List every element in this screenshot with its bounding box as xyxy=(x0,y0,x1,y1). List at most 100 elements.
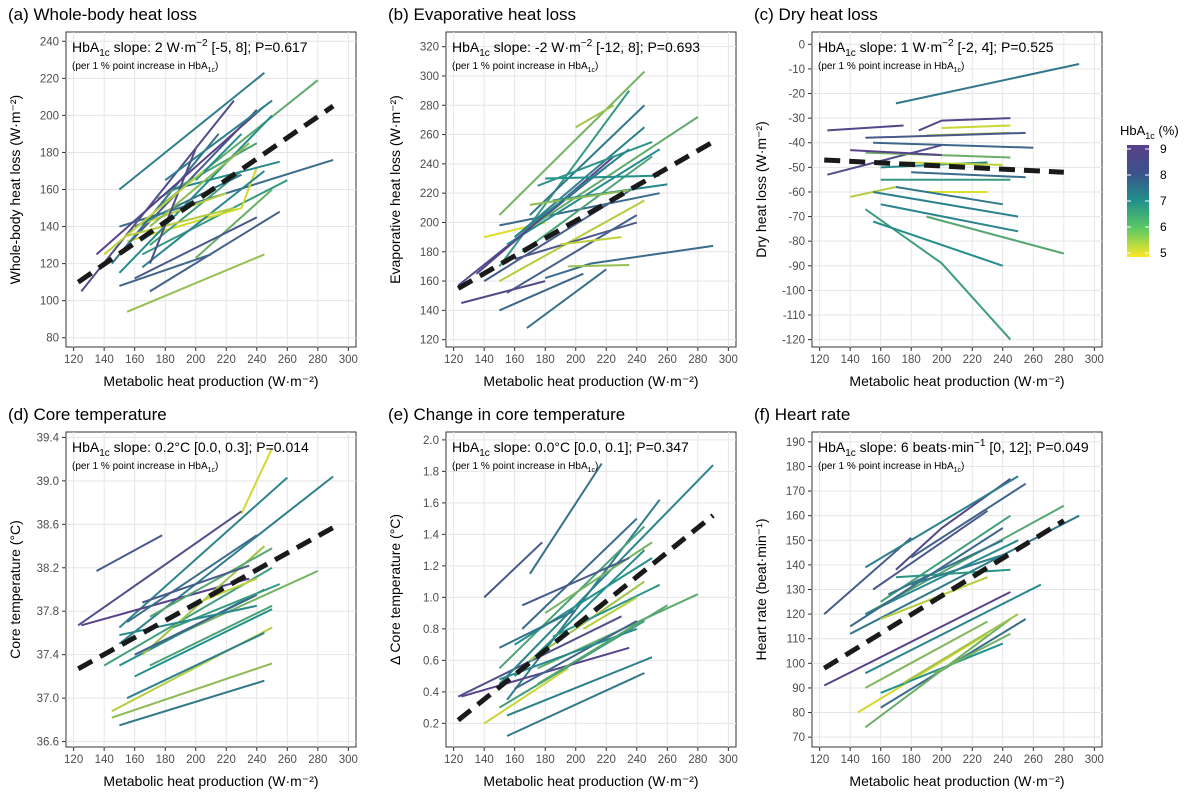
panel-title: (f) Heart rate xyxy=(754,405,850,424)
x-tick-label: 260 xyxy=(278,754,297,766)
y-axis-label: Evaporative heat loss (W·m⁻²) xyxy=(387,95,403,284)
subject-line xyxy=(903,161,1003,166)
note-sub: 1c xyxy=(954,67,962,74)
x-tick-label: 120 xyxy=(810,354,829,366)
slope-sub: 1c xyxy=(845,48,856,59)
y-tick-label: 180 xyxy=(420,247,439,259)
y-tick-label: -10 xyxy=(788,64,805,76)
subject-line xyxy=(864,475,1019,569)
slope-note: (per 1 % point increase in HbA1c) xyxy=(72,61,218,74)
subject-line xyxy=(111,662,273,719)
y-tick-label: 1.0 xyxy=(423,592,439,604)
plot-frame xyxy=(445,31,737,348)
x-tick-label: 180 xyxy=(156,354,175,366)
legend-title: HbA1c (%) xyxy=(1120,123,1179,141)
panel-title: (e) Change in core temperature xyxy=(388,405,625,424)
slope-sup: −1 xyxy=(974,438,986,449)
x-axis-label: Metabolic heat production (W·m⁻²) xyxy=(483,373,698,389)
slope-mid: slope: 0.0°C [0.0, 0.1]; P=0.347 xyxy=(490,439,689,455)
panel-f: (f) Heart rate 120 140 160 180 200 220 240 260 28… xyxy=(753,405,1104,789)
subject-line xyxy=(514,620,638,690)
y-tick-label: -20 xyxy=(788,89,805,101)
y-tick-label: -120 xyxy=(782,335,805,347)
y-tick-label: 39.0 xyxy=(37,476,59,488)
subject-line xyxy=(164,99,273,182)
slope-pre: HbA xyxy=(818,39,846,55)
subject-line xyxy=(895,186,1003,206)
slope-sub: 1c xyxy=(845,448,856,459)
subject-line xyxy=(575,104,615,129)
y-tick-label: 37.4 xyxy=(37,650,60,662)
note-main: (per 1 % point increase in HbA xyxy=(72,61,208,72)
note-main: (per 1 % point increase in HbA xyxy=(452,461,588,472)
x-tick-label: 300 xyxy=(1085,754,1104,766)
colorbar xyxy=(1127,145,1149,257)
y-axis: 120 140 160 180 200 220 240 260 280 300 320 xyxy=(420,42,446,347)
y-tick-label: 0.4 xyxy=(423,687,440,699)
y-tick-label: -70 xyxy=(788,212,805,224)
subject-line xyxy=(119,604,258,637)
note-main: (per 1 % point increase in HbA xyxy=(452,61,588,72)
subject-line xyxy=(149,547,273,618)
slope-annotation: HbA1c slope: 0.0°C [0.0, 0.1]; P=0.347 xyxy=(452,439,689,459)
y-tick-label: 200 xyxy=(420,217,439,229)
subject-line xyxy=(857,632,989,714)
subject-line xyxy=(849,186,897,198)
y-tick-label: 200 xyxy=(40,110,59,122)
note-sub: 1c xyxy=(208,467,216,474)
note-sub: 1c xyxy=(954,467,962,474)
y-tick-label: 80 xyxy=(46,333,59,345)
subject-line xyxy=(537,604,668,685)
subject-line xyxy=(118,475,334,645)
gridlines xyxy=(812,432,1102,747)
slope-mid: slope: 1 W·m xyxy=(856,39,942,55)
x-tick-label: 180 xyxy=(536,754,555,766)
y-tick-label: 280 xyxy=(420,100,439,112)
x-axis: 120 140 160 180 200 220 240 260 280 300 xyxy=(810,347,1104,366)
x-tick-label: 160 xyxy=(505,354,524,366)
x-tick-label: 260 xyxy=(278,354,297,366)
x-tick-label: 240 xyxy=(627,354,646,366)
y-axis-label: Dry heat loss (W·m⁻²) xyxy=(753,121,769,258)
y-tick-label: -60 xyxy=(788,187,805,199)
x-tick-label: 220 xyxy=(217,354,236,366)
y-tick-label: 240 xyxy=(40,36,59,48)
subject-line xyxy=(461,280,546,304)
y-tick-label: 1.6 xyxy=(423,498,439,510)
y-tick-label: 37.0 xyxy=(37,693,59,705)
subject-line xyxy=(498,272,584,312)
subject-line xyxy=(514,221,638,261)
y-tick-label: 110 xyxy=(787,634,805,646)
panel-a: (a) Whole-body heat loss 120 140 160 180 200 2… xyxy=(7,5,358,389)
subject-line xyxy=(823,537,912,615)
y-tick-label: 220 xyxy=(40,73,59,85)
x-tick-label: 300 xyxy=(339,754,358,766)
x-tick-label: 180 xyxy=(902,354,921,366)
x-tick-label: 220 xyxy=(597,354,616,366)
x-tick-label: 140 xyxy=(95,754,114,766)
slope-pre: HbA xyxy=(72,439,100,455)
subject-line xyxy=(240,447,274,514)
y-tick-label: 70 xyxy=(792,732,805,744)
x-tick-label: 300 xyxy=(1085,354,1104,366)
x-tick-label: 160 xyxy=(125,754,144,766)
y-tick-label: -90 xyxy=(788,261,805,273)
y-tick-label: 38.6 xyxy=(37,519,59,531)
subject-line xyxy=(194,133,243,181)
y-tick-label: -100 xyxy=(782,285,805,297)
subject-line xyxy=(514,557,653,646)
y-tick-label: 140 xyxy=(786,560,805,572)
subject-line xyxy=(506,672,645,737)
x-tick-label: 240 xyxy=(247,754,266,766)
x-tick-label: 160 xyxy=(505,754,524,766)
subject-line xyxy=(521,557,630,607)
y-tick-label: 0.8 xyxy=(423,624,439,636)
subject-line xyxy=(498,70,646,216)
plot-frame xyxy=(811,31,1103,348)
y-tick-label: 0 xyxy=(799,39,805,51)
y-tick-label: 1.4 xyxy=(423,529,440,541)
subject-line xyxy=(81,577,250,627)
panel-title: (a) Whole-body heat loss xyxy=(8,5,197,24)
subject-line xyxy=(918,117,1011,132)
